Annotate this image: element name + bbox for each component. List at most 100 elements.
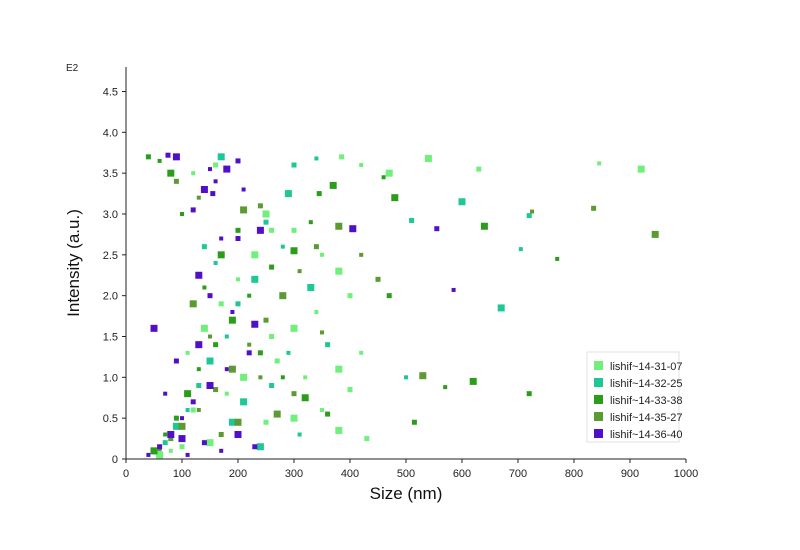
data-point <box>218 301 224 307</box>
data-point <box>206 382 214 389</box>
data-point <box>258 375 263 380</box>
data-point <box>251 275 259 283</box>
data-point <box>167 169 175 177</box>
data-point <box>172 153 180 161</box>
data-point <box>219 448 224 453</box>
data-point <box>213 179 218 184</box>
data-point <box>443 385 448 390</box>
legend-swatch <box>594 429 603 438</box>
data-point <box>404 375 408 380</box>
y-tick-label: 4.0 <box>103 127 118 139</box>
data-point <box>210 191 216 197</box>
data-point <box>290 414 298 422</box>
data-point <box>359 163 364 167</box>
data-point <box>320 330 324 335</box>
data-point <box>228 418 236 426</box>
series-1 <box>156 154 645 459</box>
y-ticks: 0 0.5 1.0 1.5 2.0 2.5 3.0 3.5 4.0 4.5 <box>103 87 126 466</box>
data-point <box>424 154 432 162</box>
data-point <box>325 411 331 417</box>
data-point <box>391 194 399 202</box>
data-point <box>263 317 269 323</box>
data-point <box>180 416 184 421</box>
data-point <box>280 244 285 249</box>
data-point <box>247 293 252 298</box>
data-point <box>195 341 203 349</box>
data-point <box>247 342 252 347</box>
x-tick-label: 0 <box>123 468 129 480</box>
legend-entry-label: lishif~14-31-07 <box>610 361 682 373</box>
data-point <box>291 227 297 233</box>
y-tick-label: 4.5 <box>103 87 118 99</box>
data-point <box>434 226 440 232</box>
data-point <box>191 171 196 176</box>
data-point <box>190 399 196 405</box>
data-point <box>173 415 179 421</box>
series-5 <box>146 152 456 457</box>
data-point <box>469 377 477 385</box>
data-point <box>637 165 645 173</box>
legend: lishif~14-31-07 lishif~14-32-25 lishif~14-… <box>586 351 682 443</box>
data-point <box>168 448 173 453</box>
data-point <box>359 350 364 355</box>
data-point <box>172 422 180 430</box>
data-point <box>263 419 269 425</box>
legend-entry-label: lishif~14-36-40 <box>610 429 682 441</box>
data-point <box>173 358 179 364</box>
legend-entry-label: lishif~14-33-38 <box>610 395 682 407</box>
data-point <box>219 236 224 241</box>
x-tick-label: 800 <box>565 468 583 480</box>
legend-entry-label: lishif~14-32-25 <box>610 378 682 390</box>
data-point <box>208 167 212 172</box>
data-point <box>178 435 186 443</box>
data-point <box>251 320 259 328</box>
data-point <box>651 230 659 238</box>
data-point <box>146 452 151 457</box>
data-point <box>202 285 207 290</box>
data-point <box>196 367 201 372</box>
data-point <box>320 408 324 412</box>
data-point <box>274 358 280 364</box>
y-tick-label: 3.5 <box>103 168 118 180</box>
data-point <box>591 205 597 211</box>
data-point <box>597 161 602 166</box>
data-point <box>263 219 269 225</box>
data-point <box>251 251 259 259</box>
y-tick-label: 0.5 <box>103 413 118 425</box>
legend-swatch <box>594 395 603 404</box>
y-tick-label: 3.0 <box>103 209 118 221</box>
data-point <box>530 209 534 214</box>
y-tick-label: 2.5 <box>103 250 118 262</box>
data-point <box>213 387 219 393</box>
data-point <box>162 440 168 446</box>
data-point <box>375 276 381 282</box>
data-point <box>196 383 202 388</box>
data-point <box>213 162 219 168</box>
data-point <box>201 440 207 446</box>
data-point <box>150 324 158 332</box>
y-tick-label: 1.0 <box>103 372 118 384</box>
data-point <box>458 198 466 206</box>
data-point <box>290 247 298 255</box>
data-point <box>157 158 162 163</box>
data-point <box>329 181 337 189</box>
data-point <box>178 422 186 430</box>
y-exponent-label: E2 <box>66 63 79 74</box>
data-point <box>349 225 357 233</box>
data-point <box>518 247 523 252</box>
data-point <box>411 419 417 425</box>
data-point <box>291 391 297 397</box>
data-point <box>269 227 275 233</box>
data-point <box>385 169 393 177</box>
data-point <box>313 244 319 250</box>
series-2 <box>152 153 532 455</box>
data-point <box>252 444 258 450</box>
data-point <box>476 166 482 172</box>
data-point <box>189 300 197 308</box>
data-point <box>480 222 488 230</box>
data-point <box>386 293 392 299</box>
data-point <box>200 186 208 193</box>
x-tick-label: 100 <box>173 468 191 480</box>
x-axis-title: Size (nm) <box>370 484 443 503</box>
